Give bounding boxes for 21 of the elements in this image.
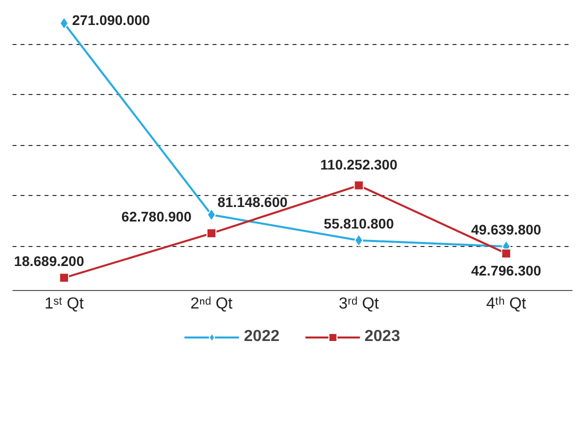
x-tick-label: 4ᵗʰ Qt (486, 296, 527, 312)
point (206, 208, 216, 222)
data-label: 42.796.300 (471, 262, 542, 278)
data-label: 110.252.300 (320, 156, 398, 172)
legend-label: 2023 (364, 328, 400, 346)
point (354, 180, 364, 190)
point (59, 272, 70, 283)
x-tick-label: 3ʳᵈ Qt (338, 296, 380, 312)
data-label: 49.639.800 (471, 222, 542, 238)
point (501, 248, 512, 258)
data-label: 18.689.200 (14, 252, 84, 269)
point (206, 228, 216, 238)
point (354, 234, 364, 247)
data-label: 271.090.000 (72, 12, 150, 28)
point (60, 16, 69, 30)
data-label: 81.148.600 (217, 194, 288, 210)
data-label: 55.810.800 (324, 215, 394, 232)
x-tick-label: 1ˢᵗ Qt (44, 296, 84, 312)
legend-label: 2022 (244, 328, 280, 346)
x-tick-label: 2ⁿᵈ Qt (190, 296, 234, 312)
data-label: 62.780.900 (121, 208, 192, 224)
